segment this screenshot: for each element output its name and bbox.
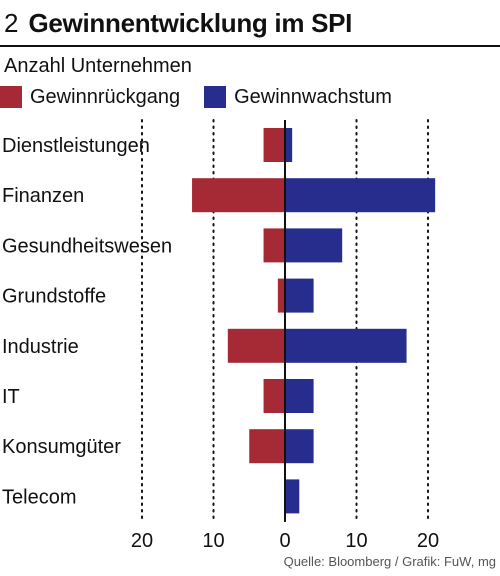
legend-label-growth: Gewinnwachstum <box>234 85 392 108</box>
legend-item-growth: Gewinnwachstum <box>204 86 392 109</box>
legend-item-decline: Gewinnrückgang <box>0 86 180 109</box>
category-label-2: Gesundheitswesen <box>2 235 172 257</box>
bar-decline-6 <box>249 429 285 464</box>
category-label-5: IT <box>2 386 20 408</box>
tick-label-2: 0 <box>279 530 290 552</box>
category-label-3: Grundstoffe <box>2 286 106 308</box>
title-row: 2 Gewinnentwicklung im SPI <box>4 8 352 40</box>
source-note: Quelle: Bloomberg / Grafik: FuW, mg <box>283 554 496 569</box>
bar-decline-5 <box>263 379 285 413</box>
tick-label-4: 20 <box>417 530 439 552</box>
category-label-1: Finanzen <box>2 185 84 207</box>
legend: Gewinnrückgang Gewinnwachstum <box>0 84 416 110</box>
bar-decline-0 <box>263 128 285 162</box>
category-label-6: Konsumgüter <box>2 436 121 458</box>
figure-number: 2 <box>4 8 19 38</box>
bar-growth-5 <box>285 379 314 413</box>
legend-swatch-growth <box>204 86 227 108</box>
bar-decline-2 <box>263 228 285 263</box>
bar-growth-7 <box>285 479 300 514</box>
bar-growth-0 <box>285 128 293 162</box>
bar-growth-1 <box>285 178 436 213</box>
category-label-0: Dienstleistungen <box>2 135 150 157</box>
tick-label-0: 20 <box>131 530 153 552</box>
chart-title: Gewinnentwicklung im SPI <box>28 8 353 38</box>
bar-growth-2 <box>285 228 343 263</box>
bar-decline-4 <box>227 328 285 363</box>
category-label-4: Industrie <box>2 336 79 358</box>
chart-subtitle: Anzahl Unternehmen <box>4 55 192 77</box>
bar-decline-1 <box>192 178 285 213</box>
tick-label-3: 10 <box>345 530 367 552</box>
bar-growth-4 <box>285 328 407 363</box>
category-label-7: Telecom <box>2 486 76 508</box>
legend-label-decline: Gewinnrückgang <box>30 85 181 108</box>
bar-growth-3 <box>285 278 314 313</box>
title-rule <box>0 45 500 47</box>
bar-growth-6 <box>285 429 314 464</box>
bar-decline-3 <box>277 278 285 313</box>
legend-swatch-decline <box>0 86 22 108</box>
tick-label-1: 10 <box>202 530 224 552</box>
